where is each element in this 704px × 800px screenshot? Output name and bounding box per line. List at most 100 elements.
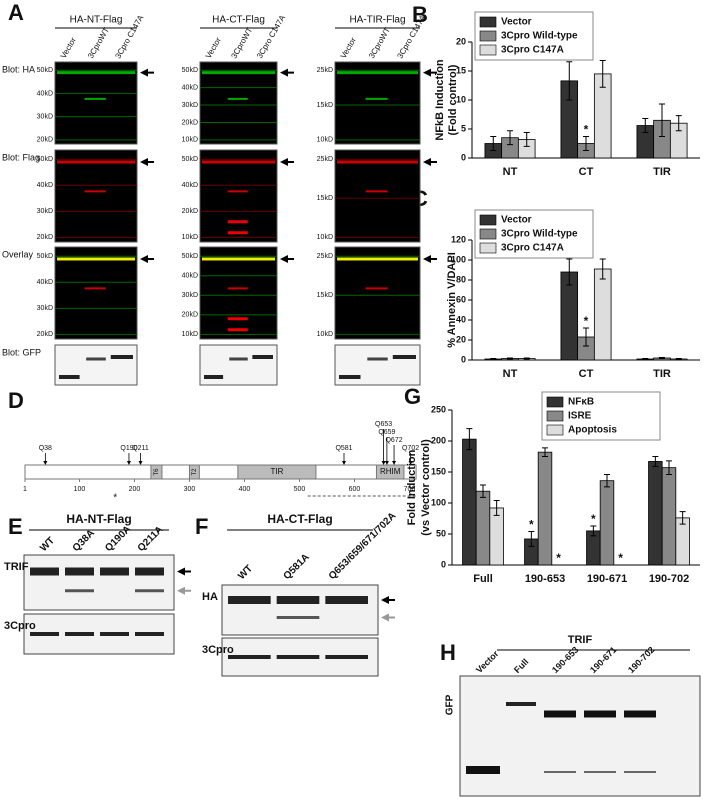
- site-label: Q38: [39, 445, 52, 452]
- x-tick-label: TIR: [653, 166, 671, 178]
- scale-label: 700: [404, 486, 416, 493]
- blot-title: HA-CT-Flag: [267, 512, 332, 526]
- legend-swatch: [546, 410, 564, 422]
- domain: [188, 464, 200, 480]
- y-tick-label: 40: [456, 314, 466, 324]
- arrow: [177, 586, 191, 595]
- error-bar: [590, 525, 597, 537]
- bar: [489, 507, 504, 566]
- marker-label: 10kD: [182, 137, 198, 144]
- error-bar: [566, 61, 573, 101]
- error-bar: [659, 357, 665, 359]
- legend-label: Vector: [501, 215, 532, 226]
- marker-label: 30kD: [182, 102, 198, 109]
- significance: *: [584, 314, 589, 328]
- arrow: [140, 157, 154, 166]
- y-tick-label: 200: [431, 435, 446, 445]
- x-tick-label: TIR: [653, 368, 671, 380]
- y-tick-label: 5: [461, 123, 466, 133]
- blot: [199, 246, 278, 340]
- arrow: [423, 68, 437, 77]
- arrow: [140, 68, 154, 77]
- arrowhead: [381, 461, 386, 465]
- error-bar: [523, 131, 530, 147]
- lane-label: Vector: [339, 36, 358, 60]
- legend-swatch: [479, 16, 497, 28]
- legend-swatch: [479, 214, 497, 226]
- legend-swatch: [479, 44, 497, 56]
- marker-label: 10kD: [317, 234, 333, 241]
- marker-label: 10kD: [182, 234, 198, 241]
- error-bar: [652, 456, 659, 467]
- bar: [661, 467, 677, 566]
- panel-letter: D: [8, 388, 24, 413]
- marker-label: 15kD: [317, 195, 333, 202]
- scale-label: 300: [184, 486, 196, 493]
- marker-label: 30kD: [37, 305, 53, 312]
- row-label: 3Cpro: [4, 620, 36, 632]
- x-tick-label: 190-702: [649, 573, 689, 585]
- marker-label: 50kD: [182, 156, 198, 163]
- error-bar: [528, 531, 535, 547]
- error-bar: [466, 428, 473, 451]
- bar: [648, 461, 663, 566]
- domain: [150, 464, 163, 480]
- lane-label: Q211A: [136, 524, 166, 554]
- legend-swatch: [479, 228, 497, 240]
- y-axis-label: NFkB Induction: [434, 59, 446, 141]
- site-label: Q672: [385, 437, 402, 444]
- marker-label: 50kD: [37, 156, 53, 163]
- legend-swatch: [546, 424, 564, 436]
- lane-label: Q581A: [282, 552, 312, 582]
- site-label: Q659: [378, 429, 395, 436]
- domain-label: T2: [192, 468, 198, 476]
- blot: [334, 61, 421, 145]
- marker-label: 20kD: [182, 312, 198, 319]
- lane-label: 3CproWT: [367, 26, 392, 60]
- lane-label: 190-702: [626, 645, 656, 675]
- error-bar: [566, 258, 573, 286]
- legend-label: 3Cpro C147A: [501, 45, 564, 56]
- row-label: GFP: [445, 694, 456, 715]
- site-label: Q653: [375, 421, 392, 428]
- legend-label: 3Cpro C147A: [501, 243, 564, 254]
- y-tick-label: 80: [456, 274, 466, 284]
- y-tick-label: 150: [431, 466, 446, 476]
- arrowhead: [392, 461, 397, 465]
- error-bar: [480, 484, 486, 498]
- bar: [599, 480, 615, 566]
- lane-label: WT: [38, 535, 57, 554]
- y-tick-label: 15: [456, 65, 466, 75]
- arrow: [381, 613, 395, 622]
- x-tick-label: CT: [579, 368, 594, 380]
- x-tick-label: Full: [473, 573, 493, 585]
- row-label: HA: [202, 591, 218, 603]
- error-bar: [583, 327, 589, 347]
- marker-label: 40kD: [37, 90, 53, 97]
- y-tick-label: 100: [451, 254, 466, 264]
- marker-label: 25kD: [317, 67, 333, 74]
- arrowhead: [342, 461, 346, 465]
- marker-label: 20kD: [37, 331, 53, 338]
- marker-label: 40kD: [37, 279, 53, 286]
- y-axis-label: (Fold control): [447, 64, 459, 135]
- lane-label: 3CproWT: [229, 26, 254, 60]
- y-axis-label: Fold Induction: [406, 449, 418, 525]
- bar: [537, 451, 553, 566]
- lane-label: 190-671: [588, 645, 618, 675]
- row-label: TRIF: [4, 561, 29, 573]
- domain-label: T6: [154, 468, 160, 476]
- y-tick-label: 0: [461, 354, 466, 364]
- domain-label: RHIM: [380, 467, 401, 476]
- column-title: HA-TIR-Flag: [349, 15, 405, 26]
- lane-label: Vector: [474, 648, 501, 675]
- legend-label: ISRE: [568, 411, 592, 422]
- arrow: [423, 157, 437, 166]
- lane-label: 190-653: [550, 645, 580, 675]
- y-tick-label: 10: [456, 94, 466, 104]
- y-tick-label: 250: [431, 404, 446, 414]
- y-axis-label: % Annexin V/DAPI: [446, 252, 458, 348]
- y-tick-label: 0: [461, 152, 466, 162]
- error-bar: [490, 136, 497, 151]
- marker-label: 30kD: [182, 292, 198, 299]
